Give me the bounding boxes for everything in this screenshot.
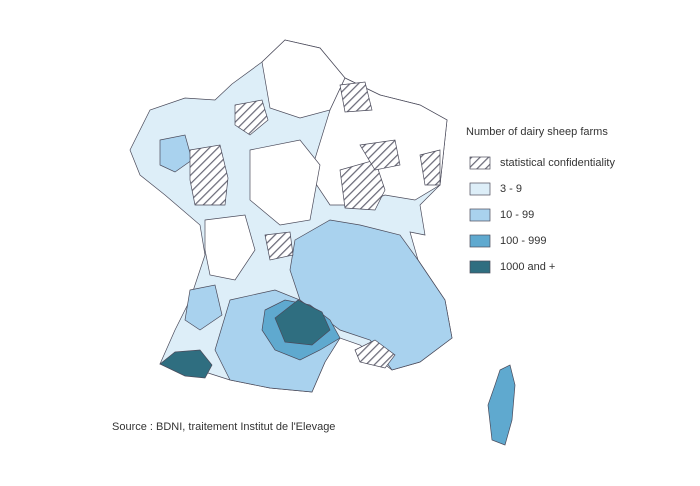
region-1000-plus (274, 299, 331, 346)
region-10-99 (184, 284, 223, 331)
legend-label: 100 - 999 (500, 235, 546, 247)
legend-swatch (469, 182, 491, 196)
region-none (249, 139, 321, 226)
france (129, 39, 516, 446)
region-confidential (339, 159, 386, 211)
region-confidential (189, 144, 229, 206)
region-confidential (419, 149, 441, 186)
region-confidential (264, 231, 294, 261)
region-confidential (359, 139, 401, 171)
legend-swatch (469, 234, 491, 248)
corsica (487, 364, 516, 446)
region-none (204, 214, 256, 281)
legend-label: statistical confidentiality (500, 157, 615, 169)
legend-label: 3 - 9 (500, 183, 522, 195)
region-1000-plus (159, 349, 213, 379)
legend-swatch (469, 156, 491, 170)
region-confidential (354, 339, 396, 369)
region-confidential (339, 81, 373, 113)
source-note: Source : BDNI, traitement Institut de l'… (112, 421, 335, 433)
legend-label: 1000 and + (500, 261, 555, 273)
legend-swatch (469, 208, 491, 222)
legend-label: 10 - 99 (500, 209, 534, 221)
region-confidential (234, 99, 269, 136)
region-10-99 (159, 134, 193, 173)
legend-title: Number of dairy sheep farms (466, 126, 608, 138)
legend-swatch (469, 260, 491, 274)
